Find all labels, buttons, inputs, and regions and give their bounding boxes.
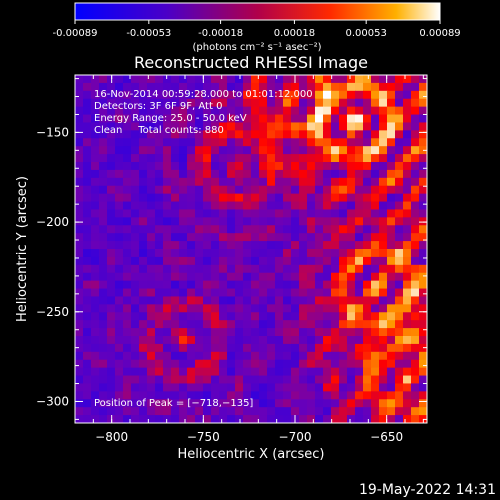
colorbar-tick-label: 0.00053 (346, 28, 387, 39)
annotation-detectors: Detectors: 3F 6F 9F, Att 0 (94, 101, 222, 112)
heatmap-image (75, 75, 427, 423)
colorbar-tick-label: -0.00018 (198, 28, 243, 39)
y-axis-title: Heliocentric Y (arcsec) (15, 176, 30, 322)
colorbar-tick-label: 0.00089 (419, 28, 460, 39)
x-axis-title: Heliocentric X (arcsec) (178, 447, 325, 462)
y-tick-label: −300 (36, 394, 69, 408)
colorbar-tick-label: -0.00053 (126, 28, 171, 39)
y-tick-label: −250 (36, 305, 69, 319)
chart-title: Reconstructed RHESSI Image (134, 53, 368, 72)
plot-frame (74, 74, 428, 424)
y-axis: −300 −250 −200 −150 (36, 78, 427, 420)
colorbar-tick-label: -0.00089 (53, 28, 98, 39)
annotation-peak: Position of Peak = [−718,−135] (94, 398, 253, 409)
colorbar-tick-label: 0.00018 (274, 28, 315, 39)
annotation-energy: Energy Range: 25.0 - 50.0 keV (94, 113, 247, 124)
colorbar (74, 2, 441, 21)
x-tick-label: −700 (279, 430, 312, 444)
y-tick-label: −200 (36, 215, 69, 229)
y-tick-label: −150 (36, 125, 69, 139)
annotation-time: 16-Nov-2014 00:59:28.000 to 01:01:12.000 (94, 89, 313, 100)
x-tick-label: −750 (187, 430, 220, 444)
timestamp: 19-May-2022 14:31 (358, 482, 496, 498)
colorbar-unit-label: (photons cm⁻² s⁻¹ asec⁻²) (192, 42, 321, 53)
colorbar-ticks: -0.00089 -0.00053 -0.00018 0.00018 0.00053 0.… (53, 20, 461, 39)
x-tick-label: −800 (95, 430, 128, 444)
annotation-clean: Clean Total counts: 880 (94, 125, 224, 136)
x-tick-label: −650 (370, 430, 403, 444)
